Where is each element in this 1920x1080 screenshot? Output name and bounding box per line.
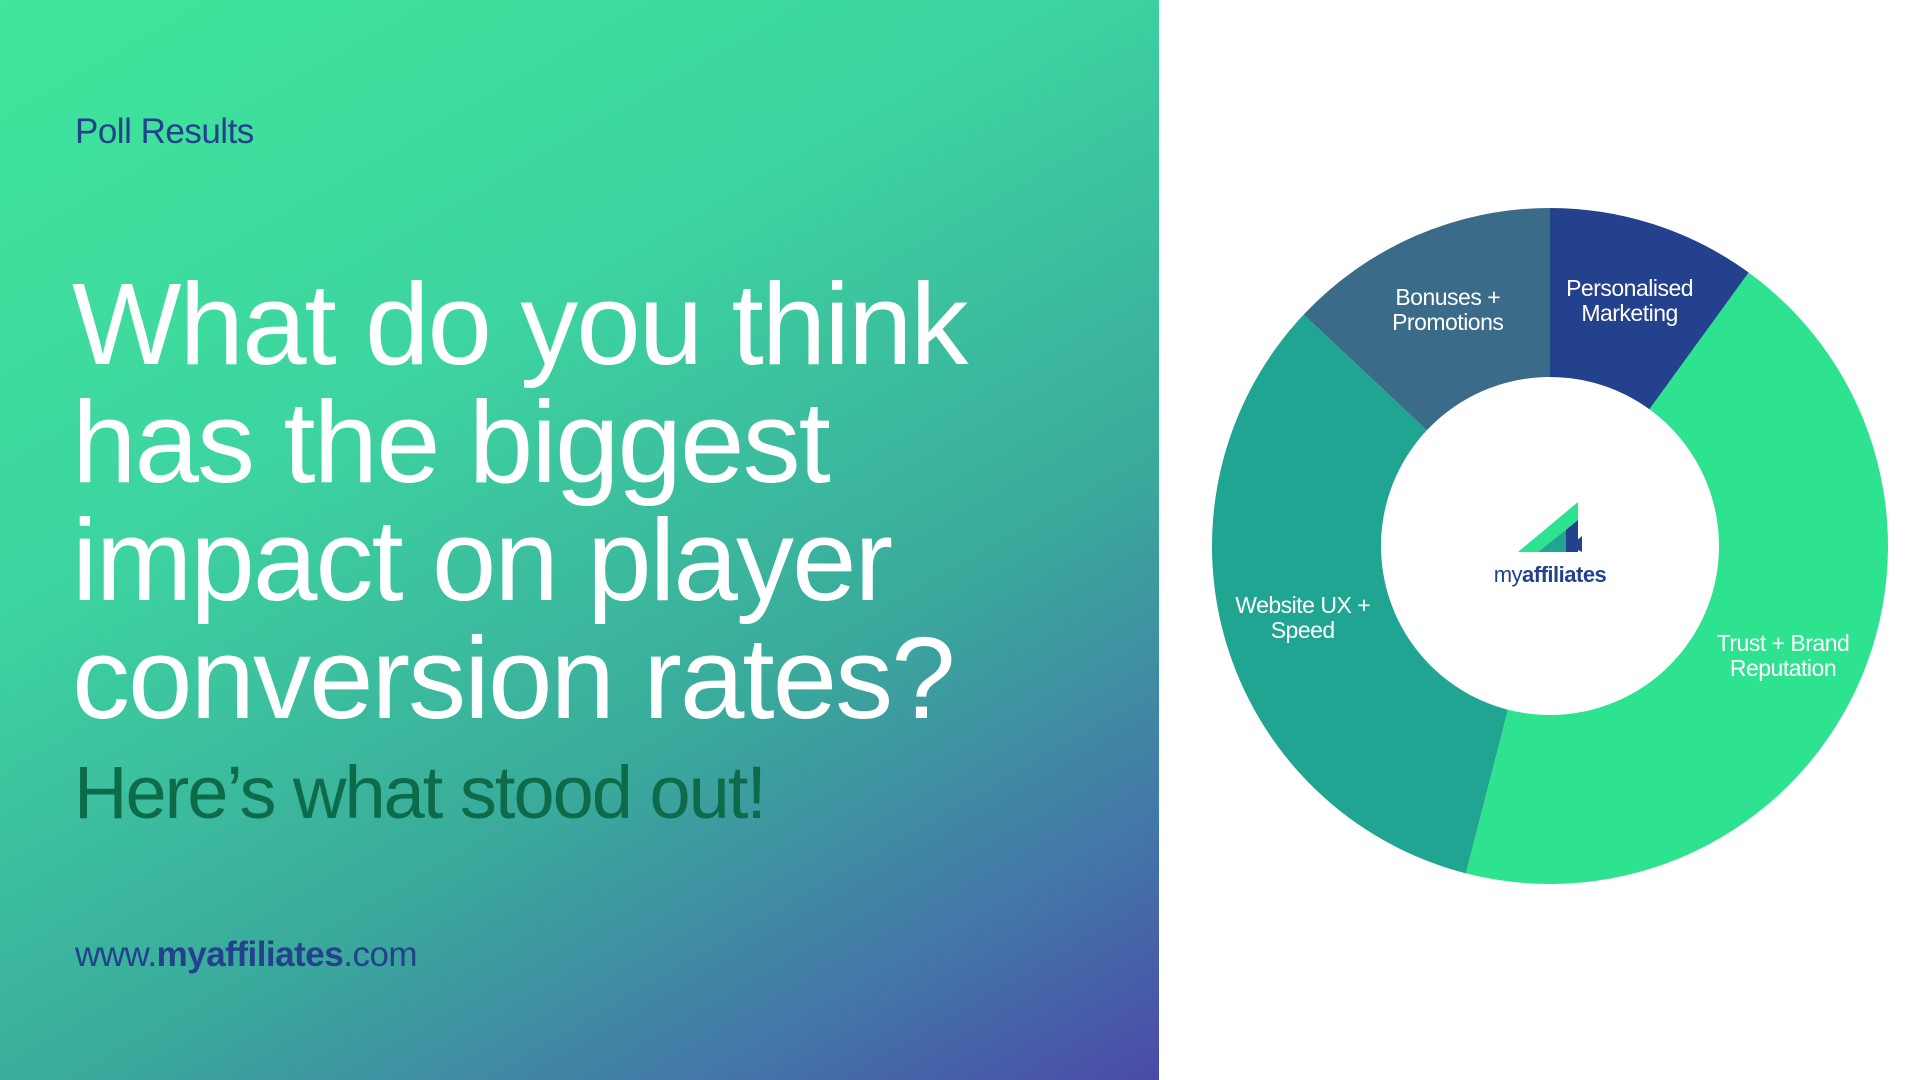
segment-label: Personalised Marketing — [1566, 275, 1694, 327]
segment-label: Website UX + Speed — [1235, 591, 1371, 643]
url-part: myaffiliates — [156, 935, 344, 974]
segment-label: Bonuses + Promotions — [1392, 283, 1504, 335]
headline-line: impact on player — [72, 495, 893, 625]
kicker: Poll Results — [75, 112, 254, 151]
headline-line: What do you think — [72, 259, 969, 389]
logo-icon — [1518, 502, 1582, 552]
url-part: www. — [75, 935, 157, 974]
donut-segment — [1465, 272, 1888, 884]
headline-line: has the biggest — [72, 377, 831, 507]
headline-line: conversion rates? — [72, 613, 956, 743]
url-part: .com — [343, 935, 418, 974]
logo-part: my — [1493, 562, 1523, 587]
left-panel: Poll Results What do you think has the b… — [0, 0, 1159, 1080]
logo-part: affiliates — [1522, 562, 1607, 587]
segment-label: Trust + Brand Reputation — [1716, 629, 1850, 681]
donut-segment — [1550, 208, 1749, 410]
website-url: www.myaffiliates.com — [75, 935, 418, 975]
logo-text: myaffiliates — [1494, 562, 1607, 588]
headline: What do you think has the biggest impact… — [72, 259, 969, 743]
subheading: Here’s what stood out! — [74, 751, 767, 834]
donut-segment — [1212, 314, 1508, 874]
donut-segment — [1303, 208, 1550, 431]
